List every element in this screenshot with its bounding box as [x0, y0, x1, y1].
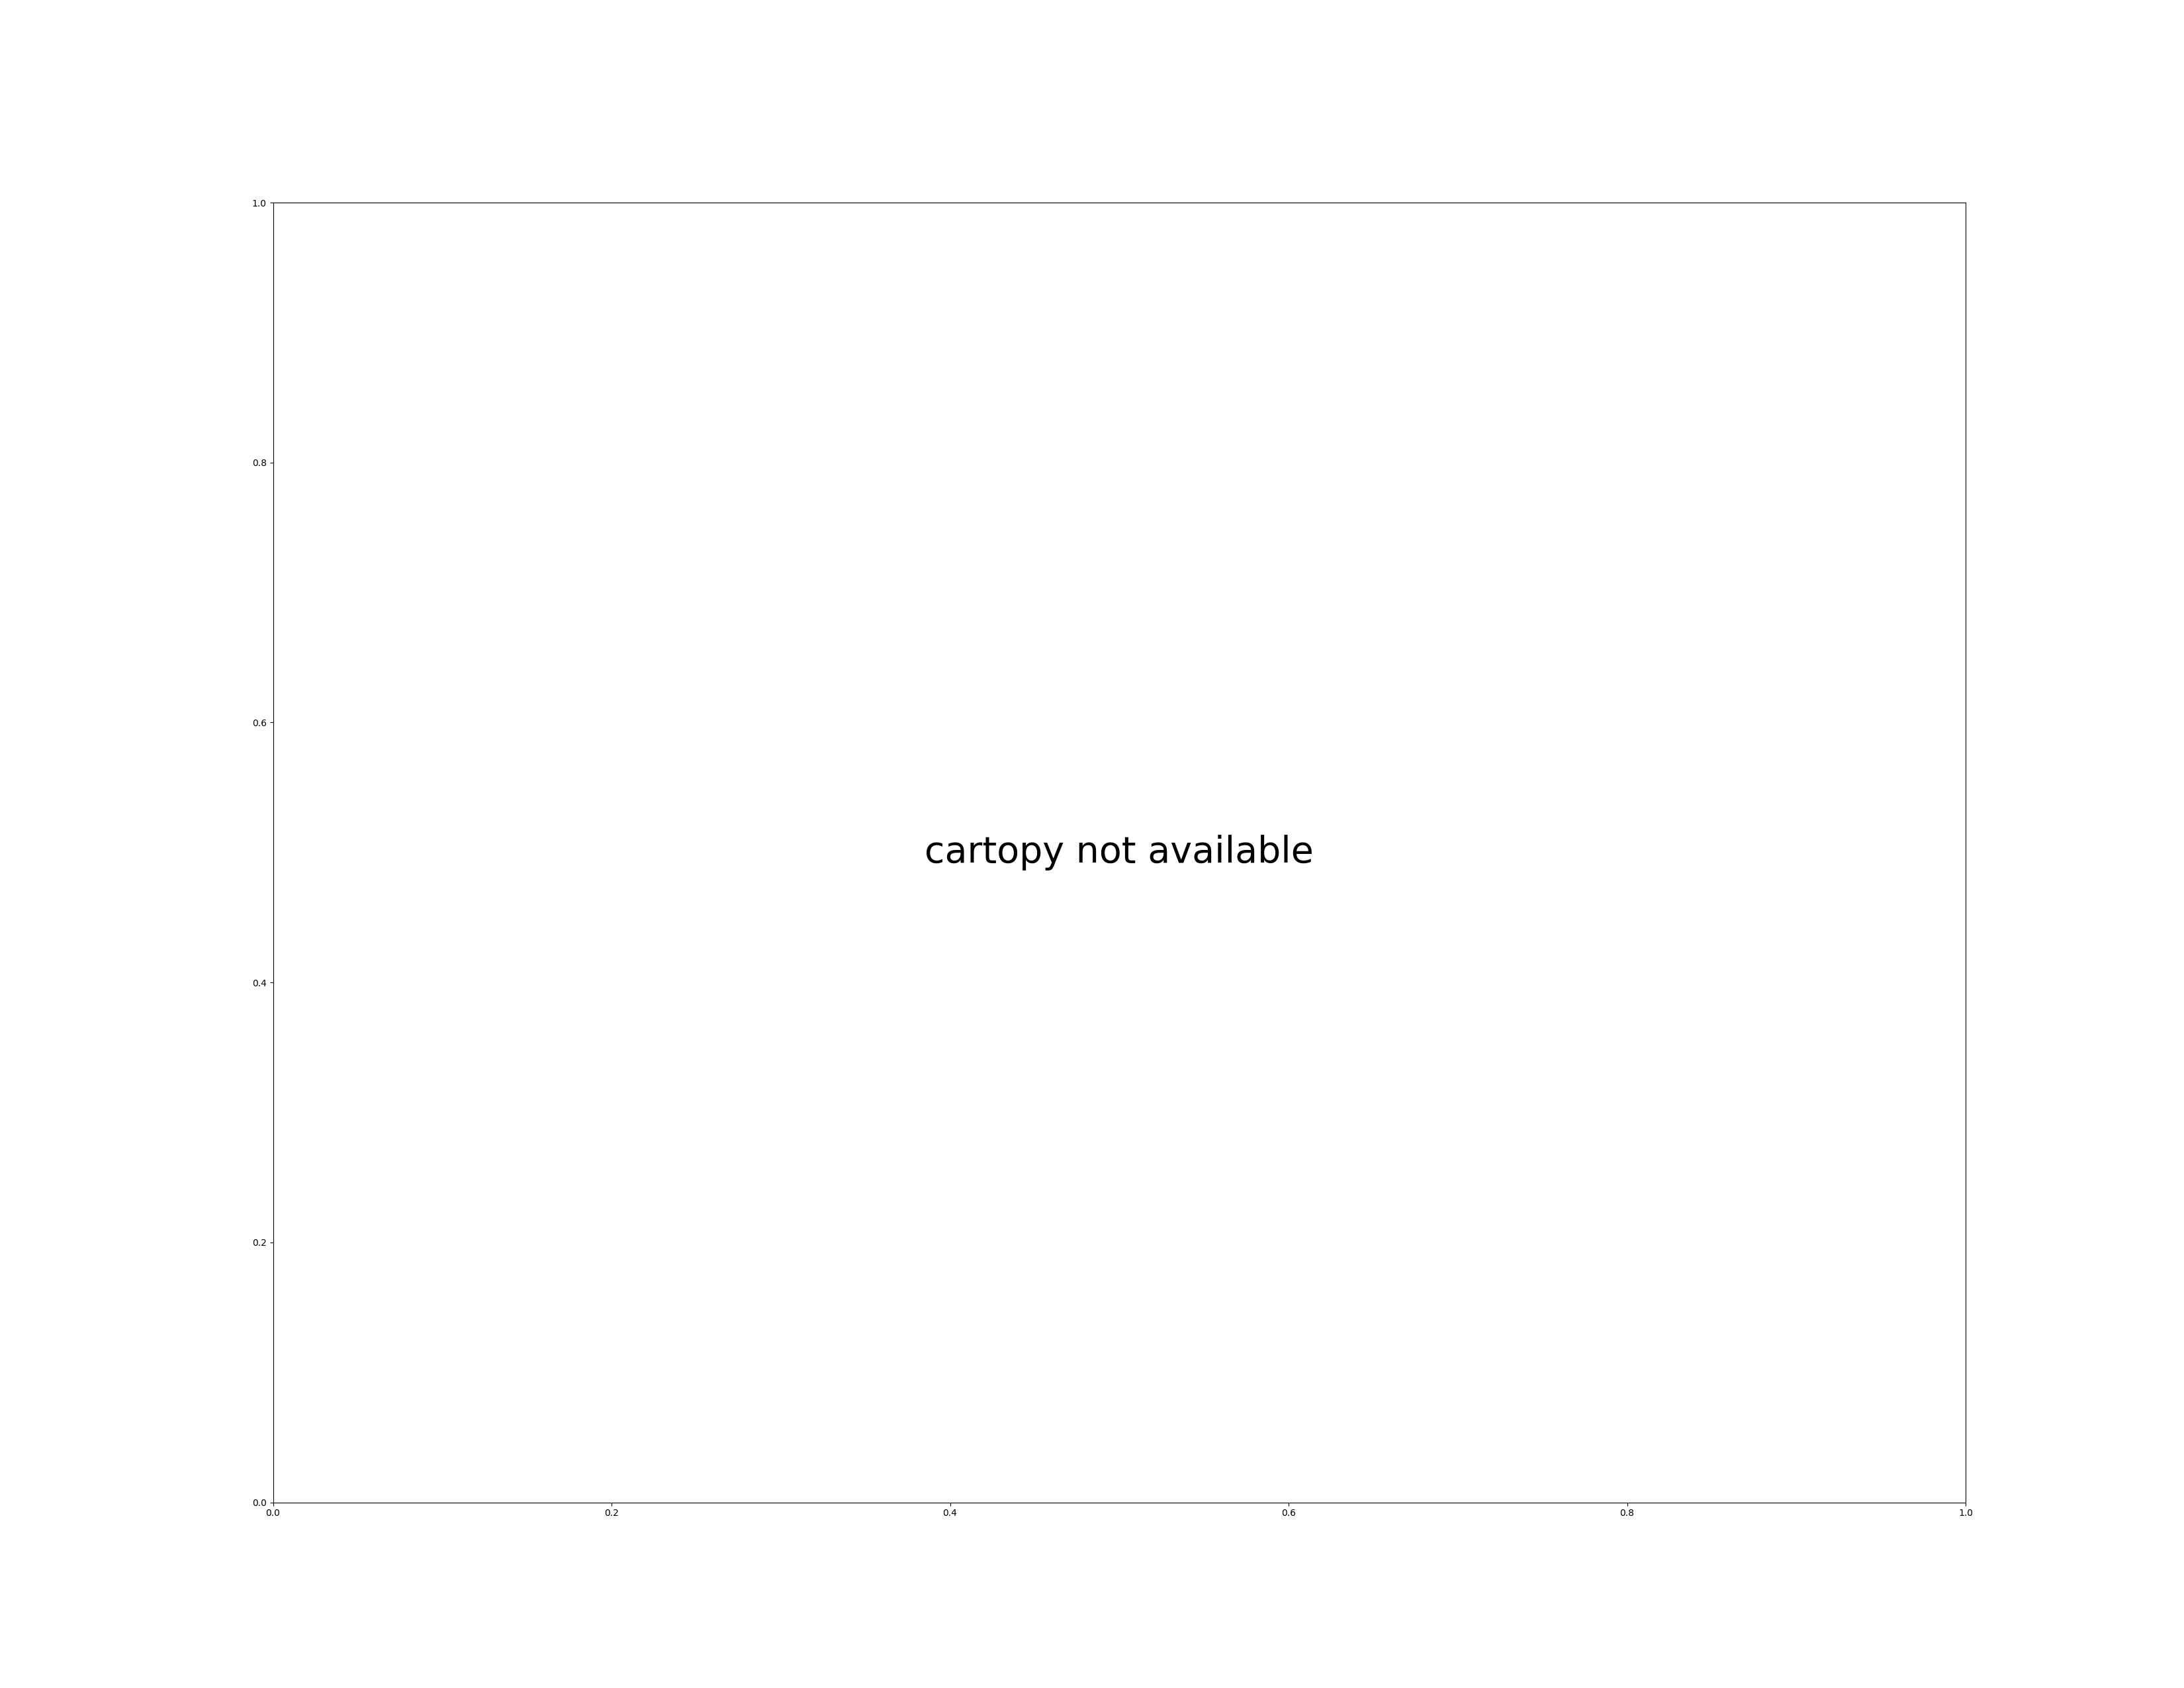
Text: cartopy not available: cartopy not available: [924, 834, 1315, 871]
